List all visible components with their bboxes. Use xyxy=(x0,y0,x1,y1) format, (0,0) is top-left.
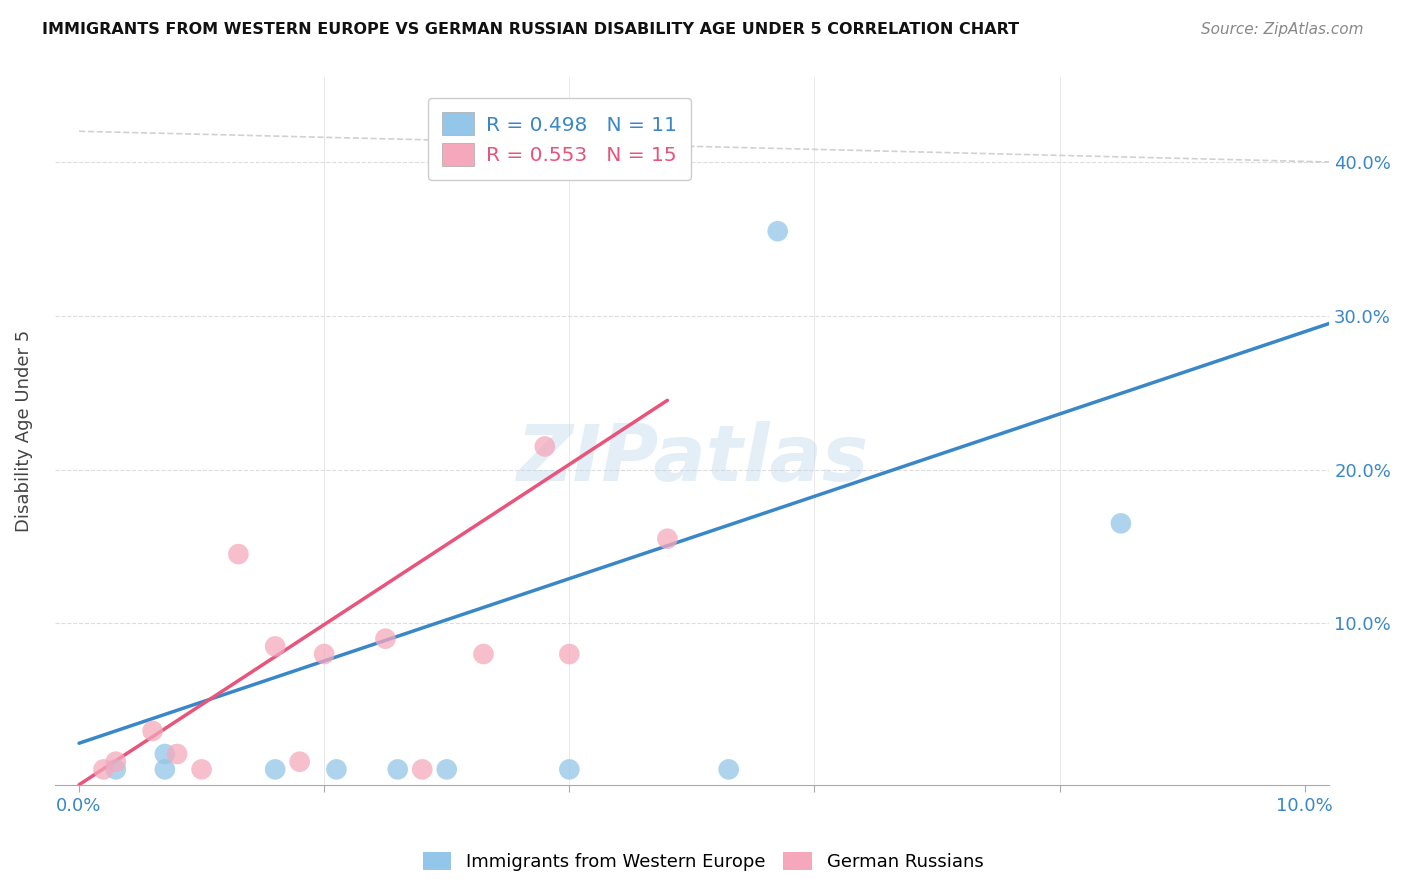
Point xyxy=(766,224,789,238)
Point xyxy=(411,763,433,777)
Point xyxy=(153,747,176,761)
Y-axis label: Disability Age Under 5: Disability Age Under 5 xyxy=(15,330,32,533)
Legend: R = 0.498   N = 11, R = 0.553   N = 15: R = 0.498 N = 11, R = 0.553 N = 15 xyxy=(427,98,692,180)
Point xyxy=(657,532,679,546)
Point xyxy=(264,763,287,777)
Point xyxy=(190,763,212,777)
Point xyxy=(374,632,396,646)
Legend: Immigrants from Western Europe, German Russians: Immigrants from Western Europe, German R… xyxy=(415,845,991,879)
Point xyxy=(153,763,176,777)
Text: IMMIGRANTS FROM WESTERN EUROPE VS GERMAN RUSSIAN DISABILITY AGE UNDER 5 CORRELAT: IMMIGRANTS FROM WESTERN EUROPE VS GERMAN… xyxy=(42,22,1019,37)
Point xyxy=(436,763,458,777)
Point xyxy=(288,755,311,769)
Point xyxy=(228,547,250,561)
Point xyxy=(472,647,495,661)
Point xyxy=(93,763,115,777)
Point xyxy=(104,763,127,777)
Point xyxy=(314,647,336,661)
Point xyxy=(142,723,165,738)
Point xyxy=(325,763,347,777)
Point xyxy=(1109,516,1132,531)
Point xyxy=(264,640,287,654)
Text: ZIPatlas: ZIPatlas xyxy=(516,421,868,498)
Text: Source: ZipAtlas.com: Source: ZipAtlas.com xyxy=(1201,22,1364,37)
Point xyxy=(104,755,127,769)
Point xyxy=(387,763,409,777)
Point xyxy=(558,763,581,777)
Point xyxy=(533,440,555,454)
Point xyxy=(717,763,740,777)
Point xyxy=(166,747,188,761)
Point xyxy=(558,647,581,661)
